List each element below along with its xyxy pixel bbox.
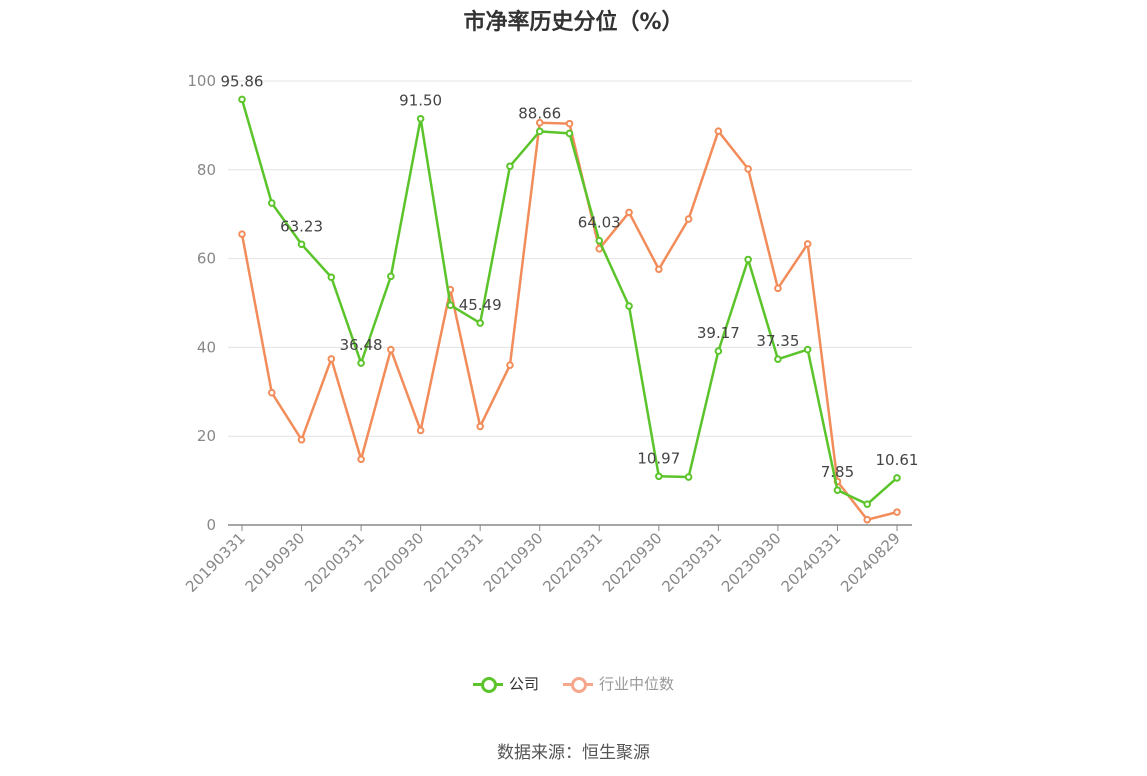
data-label-company-20240331: 7.85 [821, 463, 854, 481]
data-label-company-20190331: 95.86 [221, 72, 264, 90]
x-tick-label-20240331: 20240331 [778, 529, 845, 596]
data-point-industry-median-20221231 [684, 215, 693, 223]
data-point-company-20190930 [297, 240, 306, 249]
data-point-industry-median-20200331 [357, 455, 365, 464]
chart-title: 市净率历史分位（%） [463, 10, 684, 35]
x-tick-label-20210930: 20210930 [480, 529, 547, 596]
data-point-company-20231231 [803, 345, 812, 354]
data-point-industry-median-20230331 [714, 127, 723, 135]
data-point-industry-median-20231231 [803, 240, 812, 248]
data-point-industry-median-20200630 [387, 345, 395, 354]
data-point-company-20240630 [863, 500, 872, 508]
data-point-company-20230930 [774, 355, 782, 363]
data-label-company-20190930: 63.23 [280, 217, 323, 235]
data-point-company-20210930 [535, 127, 544, 136]
data-point-industry-median-20190630 [267, 388, 276, 397]
data-point-company-20240829 [893, 474, 901, 482]
y-tick-label-100: 100 [187, 72, 216, 90]
data-point-company-20240331 [833, 486, 842, 494]
data-source-note: 数据来源：恒生聚源 [497, 743, 650, 763]
data-label-company-20210331: 45.49 [459, 296, 502, 314]
data-label-company-20220331: 64.03 [578, 214, 621, 232]
legend-swatch-company [472, 676, 503, 693]
x-tick-label-20230331: 20230331 [658, 529, 725, 596]
data-point-industry-median-20210630 [506, 361, 514, 369]
x-tick-label-20190930: 20190930 [242, 529, 309, 596]
x-tick-label-20230930: 20230930 [718, 529, 785, 596]
chart-legend: 公司 行业中位数 [0, 673, 1147, 694]
y-tick-label-20: 20 [197, 427, 216, 445]
data-point-industry-median-20220630 [625, 208, 633, 217]
y-tick-label-80: 80 [197, 161, 216, 179]
data-label-company-20210930: 88.66 [518, 104, 561, 122]
data-point-industry-median-20240829 [893, 508, 901, 516]
x-tick-label-20190331: 20190331 [182, 529, 249, 596]
data-point-company-20191231 [327, 273, 336, 282]
legend-swatch-industry-median [563, 676, 593, 693]
x-tick-label-20240829: 20240829 [837, 529, 904, 596]
data-point-industry-median-20190331 [238, 230, 246, 238]
data-point-company-20200630 [387, 272, 395, 281]
data-label-company-20240829: 10.61 [876, 451, 919, 469]
data-point-company-20200331 [357, 359, 365, 367]
data-label-company-20230331: 39.17 [697, 324, 740, 342]
x-tick-label-20220331: 20220331 [539, 529, 606, 596]
data-point-company-20230630 [744, 255, 752, 264]
data-point-company-20220630 [625, 302, 633, 310]
y-tick-label-0: 0 [206, 516, 216, 534]
data-point-industry-median-20211231 [565, 119, 574, 128]
y-tick-label-60: 60 [197, 250, 216, 268]
series-line-industry-median [240, 121, 898, 521]
data-point-company-20230331 [714, 347, 723, 355]
data-point-company-20190630 [267, 199, 276, 207]
data-point-industry-median-20191231 [327, 355, 336, 363]
data-point-company-20220930 [655, 472, 663, 481]
data-label-company-20220930: 10.97 [637, 449, 680, 467]
x-tick-label-20200331: 20200331 [301, 529, 368, 596]
data-point-company-20220331 [595, 236, 604, 245]
data-point-industry-median-20210930 [535, 118, 544, 127]
data-point-industry-median-20220930 [655, 265, 663, 274]
data-point-industry-median-20240630 [863, 515, 872, 524]
x-tick-label-20220930: 20220930 [599, 529, 666, 596]
x-tick-label-20200930: 20200930 [361, 529, 428, 596]
legend-item-industry-median[interactable]: 行业中位数 [563, 673, 674, 694]
x-tick-label-20210331: 20210331 [420, 529, 487, 596]
data-point-industry-median-20230930 [774, 284, 782, 293]
data-point-company-20201231 [446, 301, 455, 310]
data-label-company-20200331: 36.48 [340, 336, 383, 354]
data-point-company-20221231 [684, 473, 693, 481]
data-point-company-20210630 [506, 162, 514, 171]
data-point-company-20211231 [565, 129, 574, 138]
legend-label-industry-median: 行业中位数 [599, 675, 675, 693]
legend-item-company[interactable]: 公司 [472, 673, 539, 694]
data-point-company-20200930 [416, 114, 425, 123]
y-tick-label-40: 40 [197, 338, 216, 356]
data-point-company-20190331 [238, 95, 246, 104]
data-point-industry-median-20190930 [297, 435, 306, 444]
legend-label-company: 公司 [508, 675, 539, 693]
data-label-company-20200930: 91.50 [399, 92, 442, 110]
data-point-industry-median-20200930 [416, 426, 425, 435]
data-point-industry-median-20230630 [744, 165, 752, 173]
series-line-company [240, 99, 898, 506]
data-point-industry-median-20210331 [476, 422, 484, 431]
data-label-company-20230930: 37.35 [756, 332, 799, 350]
data-point-company-20210331 [476, 319, 484, 327]
